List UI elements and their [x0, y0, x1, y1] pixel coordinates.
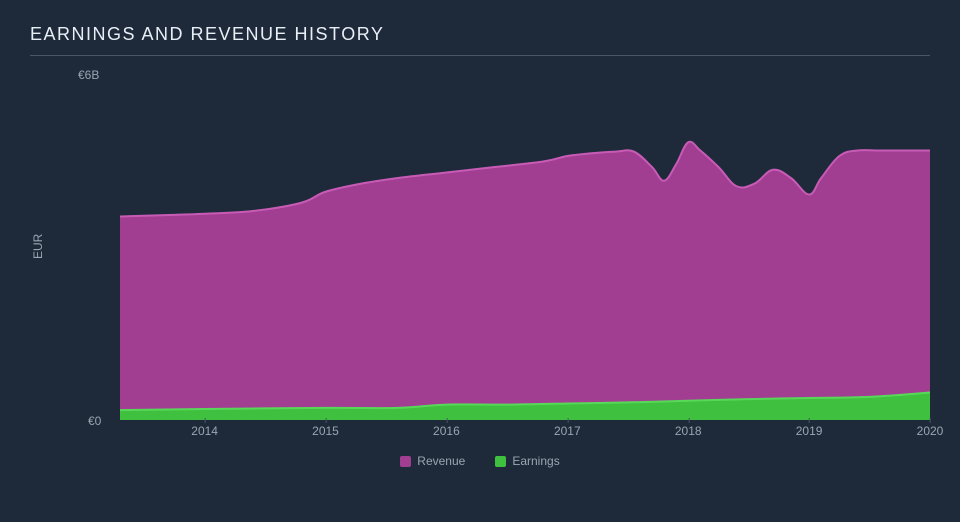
xtick: 2014 [191, 424, 218, 438]
plot-area [120, 90, 930, 420]
y-axis-label: EUR [31, 234, 45, 259]
xtick: 2016 [433, 424, 460, 438]
legend-label: Revenue [417, 454, 465, 468]
ytick-bottom: €0 [88, 414, 101, 428]
x-axis: 2014201520162017201820192020 [120, 424, 930, 444]
chart-title: EARNINGS AND REVENUE HISTORY [30, 24, 930, 45]
legend: Revenue Earnings [30, 454, 930, 468]
chart-container: EARNINGS AND REVENUE HISTORY €6B €0 EUR … [0, 0, 960, 522]
legend-label: Earnings [512, 454, 559, 468]
legend-item: Earnings [495, 454, 559, 468]
area-chart-svg [120, 90, 930, 420]
xtick: 2019 [796, 424, 823, 438]
legend-item: Revenue [400, 454, 465, 468]
xtick: 2015 [312, 424, 339, 438]
xtick: 2018 [675, 424, 702, 438]
ytick-top: €6B [78, 68, 99, 82]
title-wrap: EARNINGS AND REVENUE HISTORY [30, 24, 930, 56]
xtick: 2020 [917, 424, 944, 438]
legend-swatch [400, 456, 411, 467]
chart-zone: €6B €0 EUR 2014201520162017201820192020 … [30, 62, 930, 482]
xtick: 2017 [554, 424, 581, 438]
legend-swatch [495, 456, 506, 467]
